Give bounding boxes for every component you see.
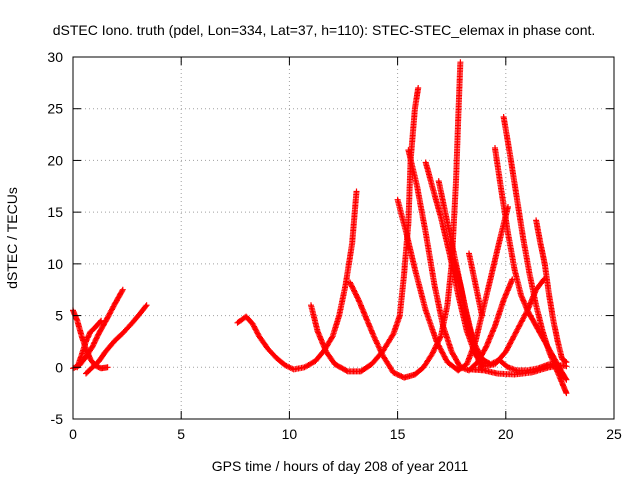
y-tick-label: 25 — [47, 101, 63, 117]
x-tick-label: 20 — [498, 426, 514, 442]
y-axis-title: dSTEC / TECUs — [4, 187, 20, 289]
axis-ticks: 0 5 10 15 20 25 -5 0 5 10 15 20 25 30 — [47, 49, 622, 442]
data-series — [533, 217, 570, 366]
data-series — [83, 302, 150, 377]
data-series — [70, 307, 111, 372]
x-axis-title: GPS time / hours of day 208 of year 2011 — [212, 458, 469, 474]
series-1-markers — [70, 307, 111, 372]
x-tick-label: 5 — [177, 426, 185, 442]
y-tick-label: 10 — [47, 256, 63, 272]
data-marks — [70, 59, 570, 397]
y-tick-label: 15 — [47, 204, 63, 220]
x-tick-label: 25 — [606, 426, 622, 442]
data-series — [450, 257, 485, 373]
data-series — [466, 250, 485, 319]
chart-title: dSTEC Iono. truth (pdel, Lon=334, Lat=37… — [53, 22, 596, 38]
y-tick-label: 5 — [55, 308, 63, 324]
series-8-markers — [394, 196, 511, 374]
grid — [73, 57, 614, 419]
data-series — [468, 362, 570, 378]
data-series — [405, 147, 516, 374]
plot-frame — [72, 56, 615, 420]
data-series — [394, 196, 511, 374]
y-tick-label: 20 — [47, 152, 63, 168]
data-series — [308, 85, 422, 375]
x-tick-label: 10 — [282, 426, 298, 442]
x-tick-label: 15 — [390, 426, 406, 442]
y-tick-label: 30 — [47, 49, 63, 65]
y-tick-label: -5 — [51, 411, 64, 427]
x-tick-label: 0 — [69, 426, 77, 442]
data-series — [234, 188, 360, 373]
y-tick-label: 0 — [55, 359, 63, 375]
series-5-markers — [234, 188, 360, 373]
series-16-markers — [533, 217, 570, 366]
